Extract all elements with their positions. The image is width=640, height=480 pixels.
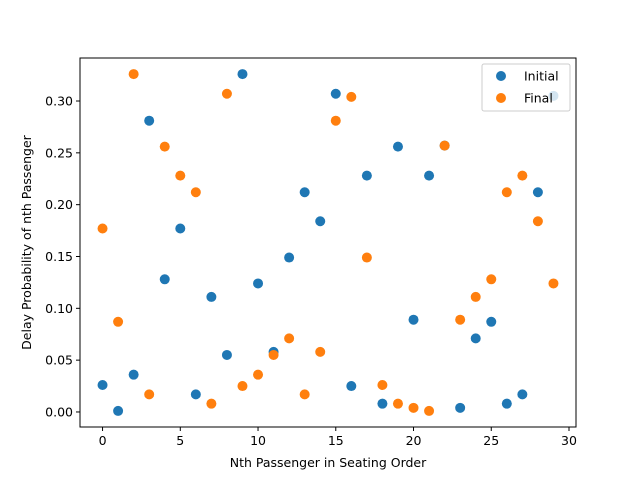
data-point-final — [159, 141, 170, 152]
data-point-initial — [113, 405, 124, 416]
x-tick-label: 5 — [176, 433, 184, 448]
y-tick-label: 0.10 — [45, 301, 73, 316]
data-point-final — [237, 381, 248, 392]
data-point-final — [346, 91, 357, 102]
data-point-final — [175, 170, 186, 181]
data-point-initial — [377, 398, 388, 409]
data-point-final — [361, 252, 372, 263]
x-tick-label: 15 — [328, 433, 344, 448]
data-point-final — [439, 140, 450, 151]
data-point-initial — [284, 252, 295, 263]
data-point-initial — [221, 349, 232, 360]
data-point-initial — [486, 316, 497, 327]
data-point-final — [501, 187, 512, 198]
data-point-final — [532, 216, 543, 227]
data-point-final — [128, 69, 139, 80]
data-point-final — [470, 291, 481, 302]
data-point-initial — [159, 274, 170, 285]
data-point-final — [97, 223, 108, 234]
data-point-final — [486, 274, 497, 285]
data-point-initial — [392, 141, 403, 152]
data-point-initial — [144, 115, 155, 126]
data-point-initial — [330, 88, 341, 99]
x-axis-label: Nth Passenger in Seating Order — [230, 455, 427, 470]
y-tick-label: 0.30 — [45, 94, 73, 109]
data-point-initial — [361, 170, 372, 181]
data-point-initial — [206, 291, 217, 302]
data-point-initial — [299, 187, 310, 198]
data-point-final — [144, 389, 155, 400]
data-point-final — [548, 278, 559, 289]
x-tick-label: 10 — [250, 433, 266, 448]
data-point-initial — [237, 69, 248, 80]
data-point-initial — [501, 398, 512, 409]
data-point-final — [408, 402, 419, 413]
data-point-initial — [190, 389, 201, 400]
data-point-initial — [532, 187, 543, 198]
data-point-initial — [97, 380, 108, 391]
data-point-initial — [315, 216, 326, 227]
data-point-final — [517, 170, 528, 181]
y-tick-label: 0.05 — [45, 353, 73, 368]
data-point-final — [455, 314, 466, 325]
data-point-initial — [470, 333, 481, 344]
x-tick-label: 20 — [406, 433, 422, 448]
data-point-initial — [517, 389, 528, 400]
data-point-initial — [408, 314, 419, 325]
x-tick-label: 25 — [483, 433, 499, 448]
data-point-final — [377, 380, 388, 391]
data-point-final — [284, 333, 295, 344]
data-points — [97, 69, 559, 416]
data-point-final — [330, 115, 341, 126]
data-point-initial — [253, 278, 264, 289]
legend-label-initial: Initial — [524, 69, 559, 84]
axis-ticks: 0 5 10 15 20 25 30 0.00 0.05 0.10 0.15 0.20 0.25 0.30 — [45, 94, 577, 448]
y-tick-label: 0.15 — [45, 249, 73, 264]
y-tick-label: 0.20 — [45, 197, 73, 212]
data-point-final — [268, 349, 279, 360]
y-tick-label: 0.25 — [45, 145, 73, 160]
x-tick-label: 0 — [99, 433, 107, 448]
data-point-initial — [128, 369, 139, 380]
data-point-final — [315, 346, 326, 357]
plot-frame — [79, 57, 577, 428]
y-axis-label: Delay Probability of nth Passenger — [19, 134, 34, 350]
y-tick-label: 0.00 — [45, 404, 73, 419]
data-point-final — [190, 187, 201, 198]
data-point-final — [253, 369, 264, 380]
x-tick-label: 30 — [561, 433, 577, 448]
data-point-final — [392, 398, 403, 409]
data-point-initial — [424, 170, 435, 181]
legend: Initial Final — [481, 63, 571, 112]
data-point-final — [206, 398, 217, 409]
data-point-final — [299, 389, 310, 400]
legend-marker-final — [496, 93, 506, 103]
data-point-final — [221, 88, 232, 99]
data-point-initial — [455, 402, 466, 413]
series-final — [97, 69, 559, 416]
legend-label-final: Final — [524, 91, 553, 106]
data-point-initial — [346, 381, 357, 392]
data-point-final — [424, 405, 435, 416]
plot-area — [80, 58, 576, 427]
data-point-final — [113, 316, 124, 327]
legend-marker-initial — [496, 71, 506, 81]
data-point-initial — [175, 223, 186, 234]
